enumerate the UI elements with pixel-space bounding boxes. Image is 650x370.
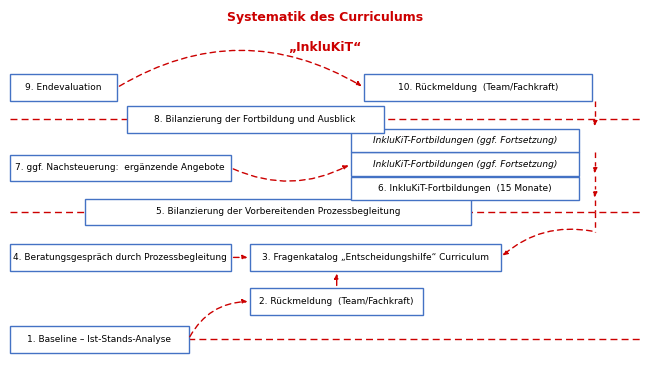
FancyBboxPatch shape xyxy=(10,326,188,353)
FancyBboxPatch shape xyxy=(84,199,471,225)
Text: 6. InkluKiT-Fortbildungen  (15 Monate): 6. InkluKiT-Fortbildungen (15 Monate) xyxy=(378,184,552,193)
FancyBboxPatch shape xyxy=(10,74,117,101)
FancyBboxPatch shape xyxy=(351,129,578,152)
Text: 3. Fragenkatalog „Entscheidungshilfe“ Curriculum: 3. Fragenkatalog „Entscheidungshilfe“ Cu… xyxy=(262,253,489,262)
Text: InkluKiT-Fortbildungen (ggf. Fortsetzung): InkluKiT-Fortbildungen (ggf. Fortsetzung… xyxy=(372,136,557,145)
FancyBboxPatch shape xyxy=(127,106,384,132)
FancyBboxPatch shape xyxy=(10,244,231,271)
FancyBboxPatch shape xyxy=(364,74,592,101)
FancyBboxPatch shape xyxy=(250,244,500,271)
FancyBboxPatch shape xyxy=(351,152,578,176)
Text: 5. Bilanzierung der Vorbereitenden Prozessbegleitung: 5. Bilanzierung der Vorbereitenden Proze… xyxy=(155,208,400,216)
Text: 4. Beratungsgespräch durch Prozessbegleitung: 4. Beratungsgespräch durch Prozessbeglei… xyxy=(13,253,227,262)
FancyBboxPatch shape xyxy=(351,176,578,200)
Text: 1. Baseline – Ist-Stands-Analyse: 1. Baseline – Ist-Stands-Analyse xyxy=(27,335,171,344)
Text: 7. ggf. Nachsteuerung:  ergänzende Angebote: 7. ggf. Nachsteuerung: ergänzende Angebo… xyxy=(16,164,225,172)
Text: 8. Bilanzierung der Fortbildung und Ausblick: 8. Bilanzierung der Fortbildung und Ausb… xyxy=(155,115,356,124)
Text: „InkluKiT“: „InkluKiT“ xyxy=(289,41,361,54)
Text: InkluKiT-Fortbildungen (ggf. Fortsetzung): InkluKiT-Fortbildungen (ggf. Fortsetzung… xyxy=(372,160,557,169)
Text: Systematik des Curriculums: Systematik des Curriculums xyxy=(227,11,423,24)
Text: 10. Rückmeldung  (Team/Fachkraft): 10. Rückmeldung (Team/Fachkraft) xyxy=(398,83,558,92)
FancyBboxPatch shape xyxy=(250,288,422,315)
FancyBboxPatch shape xyxy=(10,155,231,181)
Text: 2. Rückmeldung  (Team/Fachkraft): 2. Rückmeldung (Team/Fachkraft) xyxy=(259,297,413,306)
Text: 9. Endevaluation: 9. Endevaluation xyxy=(25,83,101,92)
